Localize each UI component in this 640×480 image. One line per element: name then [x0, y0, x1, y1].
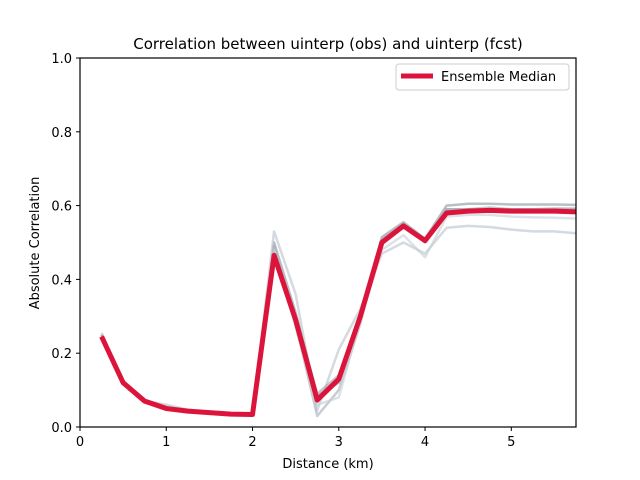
chart-title: Correlation between uinterp (obs) and ui…: [133, 35, 523, 53]
series-group: [99, 202, 576, 418]
y-tick-label: 0.4: [51, 273, 72, 288]
x-tick-label: 0: [76, 435, 84, 450]
x-axis-label: Distance (km): [282, 457, 373, 472]
legend-box: [395, 63, 570, 91]
ensemble-median-line: [99, 207, 576, 417]
y-tick-label: 1.0: [51, 52, 72, 67]
plot-area: [99, 202, 576, 418]
y-tick-label: 0.0: [51, 421, 72, 436]
x-tick-label: 1: [162, 435, 170, 450]
y-tick-label: 0.8: [51, 126, 72, 141]
x-tick-label: 2: [248, 435, 256, 450]
x-tick-label: 4: [421, 435, 429, 450]
y-tick-label: 0.2: [51, 347, 72, 362]
legend-label-ensemble-median: Ensemble Median: [441, 70, 556, 85]
legend: Ensemble Median: [395, 63, 570, 91]
y-axis-label: Absolute Correlation: [28, 177, 43, 310]
axes-layer: 0 1 2 3 4 5 0.0 0.2 0.4 0.6 0.8 1.0: [51, 52, 577, 450]
x-tick-label: 3: [335, 435, 343, 450]
y-tick-label: 0.6: [51, 200, 72, 215]
x-tick-label: 5: [507, 435, 515, 450]
axes-frame: [79, 57, 577, 428]
